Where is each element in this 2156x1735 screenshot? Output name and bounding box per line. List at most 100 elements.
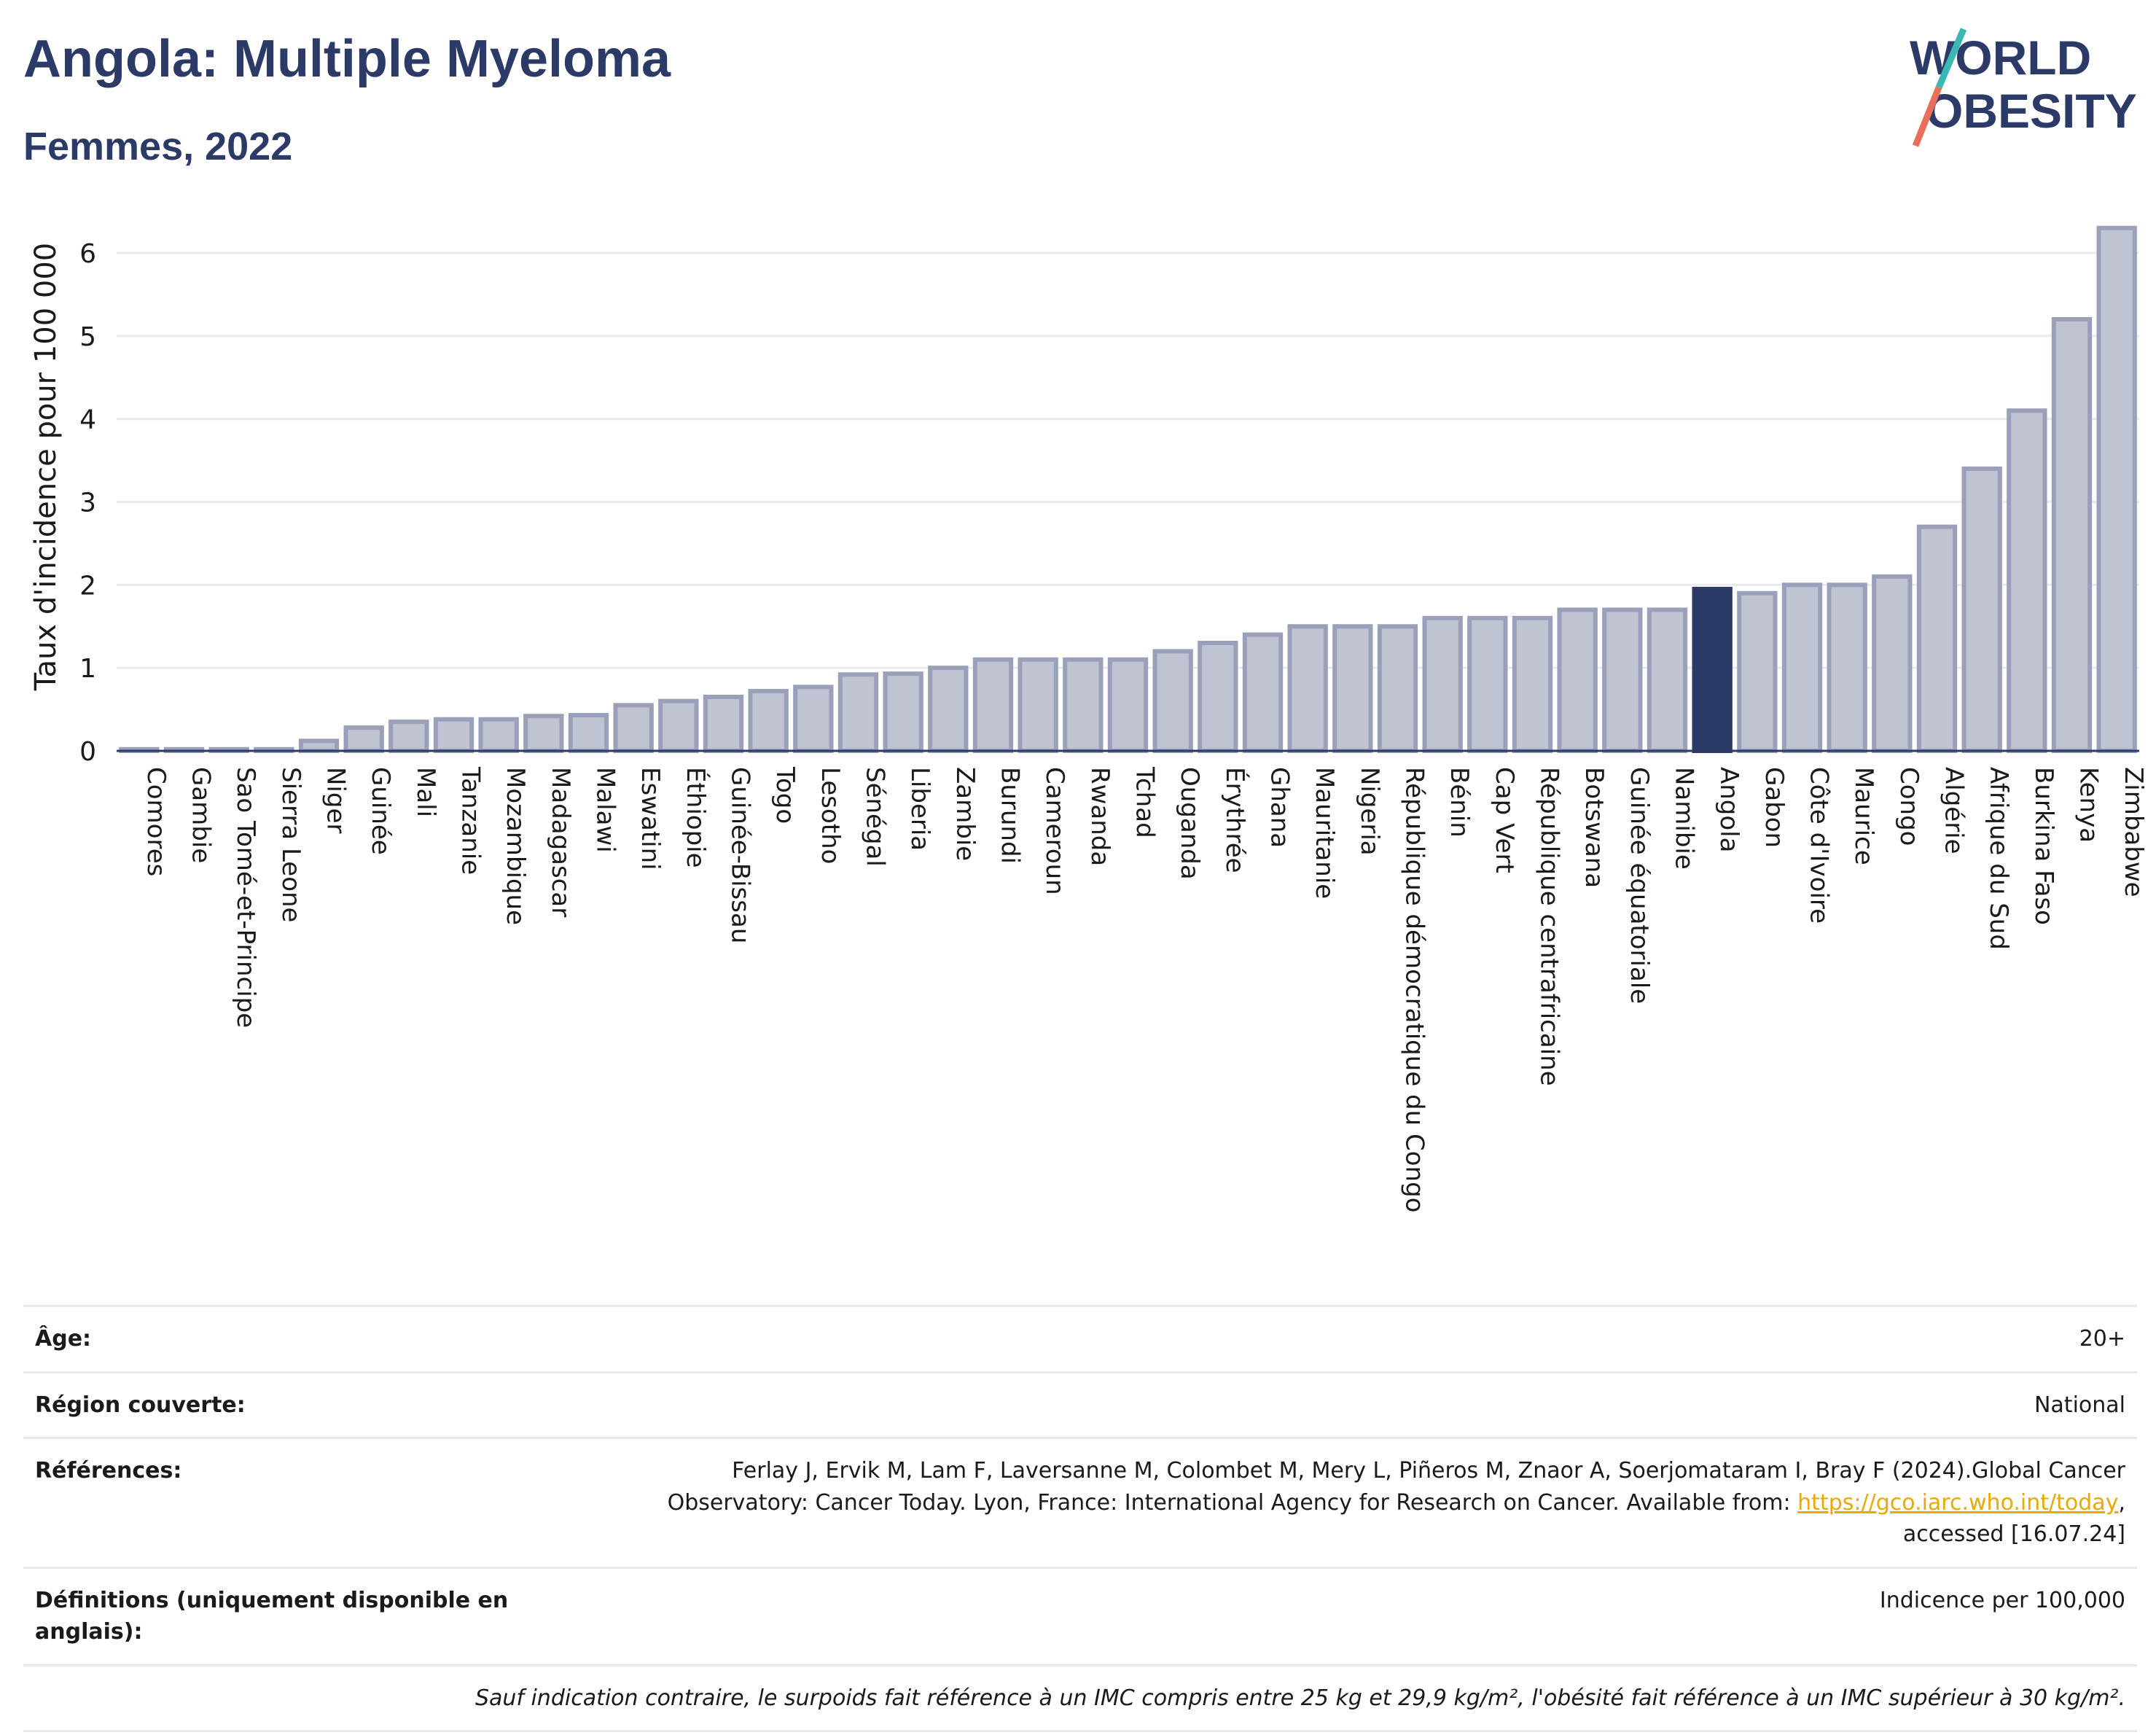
bar-21 — [1063, 657, 1104, 753]
y-axis-label: Taux d'incidence pour 100 000 — [29, 243, 63, 691]
bar-36 — [1737, 590, 1778, 754]
world-obesity-logo: WORLD OBESITY — [1910, 28, 2137, 147]
y-tick-label: 0 — [79, 737, 96, 767]
bar-5 — [343, 725, 384, 753]
bar-14 — [748, 689, 789, 753]
x-tick-label: Cap Vert — [1490, 767, 1519, 873]
y-tick-label: 2 — [79, 571, 96, 601]
y-tick-label: 5 — [79, 322, 96, 352]
x-tick-label: Rwanda — [1085, 767, 1114, 866]
y-tick-label: 3 — [79, 488, 96, 518]
references-value: Ferlay J, Ervik M, Lam F, Laversanne M, … — [528, 1437, 2137, 1567]
x-tick-label: Gabon — [1759, 767, 1789, 848]
x-tick-label: Afrique du Sud — [1984, 767, 2013, 950]
x-tick-label: Ghana — [1265, 767, 1294, 848]
x-tick-label: Cameroun — [1040, 767, 1069, 895]
x-tick-label: Zambie — [950, 767, 980, 861]
x-tick-label: Namibie — [1670, 767, 1699, 870]
bar-39 — [1872, 574, 1913, 754]
x-tick-label: Botswana — [1579, 767, 1609, 888]
x-tick-label: Mozambique — [501, 767, 530, 925]
x-tick-label: Tchad — [1130, 766, 1160, 838]
x-tick-label: Congo — [1894, 767, 1923, 846]
bar-8 — [478, 717, 519, 754]
bar-13 — [703, 695, 744, 753]
y-tick-label: 1 — [79, 654, 96, 684]
bar-17 — [883, 671, 923, 753]
bar-41 — [1961, 466, 2002, 754]
bar-18 — [928, 666, 969, 754]
x-tick-label: Guinée-Bissau — [726, 767, 755, 943]
x-tick-label: Lesotho — [816, 767, 845, 864]
bar-37 — [1781, 582, 1823, 753]
y-tick-label: 4 — [79, 405, 96, 435]
bar-11 — [613, 703, 654, 754]
x-tick-label: Algérie — [1940, 767, 1969, 854]
x-tick-label: République démocratique du Congo — [1400, 767, 1429, 1212]
references-text-1: Ferlay J, Ervik M, Lam F, Laversanne M, … — [732, 1458, 2125, 1483]
definitions-value: Indicence per 100,000 — [528, 1566, 2137, 1665]
logo-line1: WORLD — [1910, 31, 2091, 85]
bar-20 — [1018, 657, 1058, 753]
x-tick-label: Sénégal — [861, 767, 890, 867]
bar-7 — [433, 717, 474, 754]
bar-35 — [1692, 587, 1733, 753]
x-tick-label: Madagascar — [546, 767, 575, 917]
bar-15 — [793, 685, 834, 753]
x-tick-label: Togo — [770, 766, 800, 824]
logo-slash-teal — [1935, 28, 1967, 89]
x-tick-label: Comores — [141, 767, 171, 876]
x-tick-label: Guinée équatoriale — [1625, 767, 1654, 1004]
definitions-label: Définitions (uniquement disponible en an… — [23, 1566, 528, 1665]
region-value: National — [528, 1371, 2137, 1438]
bar-26 — [1287, 624, 1328, 753]
age-value: 20+ — [528, 1305, 2137, 1372]
x-tick-label: Sao Tomé-et-Principe — [231, 767, 260, 1028]
bar-12 — [658, 698, 699, 754]
info-row-definitions: Définitions (uniquement disponible en an… — [23, 1566, 2137, 1665]
bars — [119, 225, 2137, 754]
bar-29 — [1422, 615, 1463, 753]
bar-38 — [1827, 582, 1867, 753]
x-tick-label: Burkina Faso — [2029, 767, 2058, 925]
bar-34 — [1647, 607, 1688, 754]
x-tick-label: Nigeria — [1355, 767, 1384, 856]
bar-23 — [1152, 649, 1193, 754]
x-tick-label: Mauritanie — [1310, 767, 1339, 899]
info-table: Âge: 20+ Région couverte: National Référ… — [23, 1305, 2137, 1732]
info-row-references: Références: Ferlay J, Ervik M, Lam F, La… — [23, 1437, 2137, 1567]
logo-slash-coral — [1912, 86, 1942, 147]
bar-16 — [837, 672, 879, 753]
x-tick-label: Guinée — [366, 767, 395, 855]
references-label: Références: — [23, 1437, 528, 1567]
bar-31 — [1512, 615, 1553, 753]
bar-30 — [1467, 615, 1508, 753]
references-text-3: , — [2118, 1489, 2125, 1516]
bar-22 — [1107, 657, 1149, 753]
y-tick-labels: 0 1 2 3 4 5 6 — [79, 239, 96, 767]
page-subtitle: Femmes, 2022 — [23, 125, 293, 168]
x-tick-label: Zimbabwe — [2119, 767, 2148, 897]
x-tick-label: Angola — [1714, 767, 1743, 852]
x-tick-label: Maurice — [1849, 767, 1878, 865]
bar-44 — [2096, 225, 2137, 753]
bar-chart: 0 1 2 3 4 5 6 Comores Gambie Sao Tomé-et-Princip… — [29, 225, 2148, 1212]
x-tick-label: Malawi — [591, 767, 620, 853]
bar-40 — [1916, 524, 1958, 753]
bar-43 — [2051, 317, 2093, 753]
x-tick-label: Gambie — [187, 767, 216, 863]
x-tick-label: Ouganda — [1175, 767, 1204, 880]
bar-19 — [972, 657, 1014, 753]
bar-6 — [388, 720, 429, 754]
references-link[interactable]: https://gco.iarc.who.int/today — [1797, 1489, 2119, 1516]
x-tick-label: Tanzanie — [456, 766, 485, 875]
x-tick-label: Liberia — [905, 767, 934, 851]
x-tick-label: Bénin — [1445, 767, 1474, 838]
region-label: Région couverte: — [23, 1371, 528, 1438]
page-title: Angola: Multiple Myeloma — [23, 30, 671, 88]
bar-25 — [1242, 632, 1284, 753]
bar-28 — [1377, 624, 1418, 753]
x-tick-label: Burundi — [996, 767, 1025, 864]
references-text-4: accessed [16.07.24] — [1902, 1521, 2125, 1547]
x-tick-label: République centrafricaine — [1535, 767, 1564, 1086]
